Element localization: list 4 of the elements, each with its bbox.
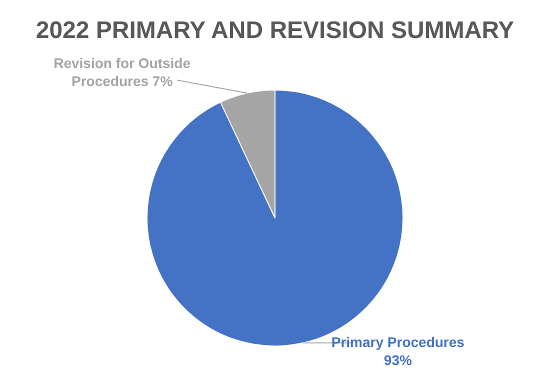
chart-title: 2022 PRIMARY AND REVISION SUMMARY [36, 17, 514, 44]
data-label: 93% [384, 352, 412, 368]
slice-label: Primary Procedures [331, 334, 465, 350]
slice-label: Revision for Outside Procedures 7% [54, 55, 191, 90]
